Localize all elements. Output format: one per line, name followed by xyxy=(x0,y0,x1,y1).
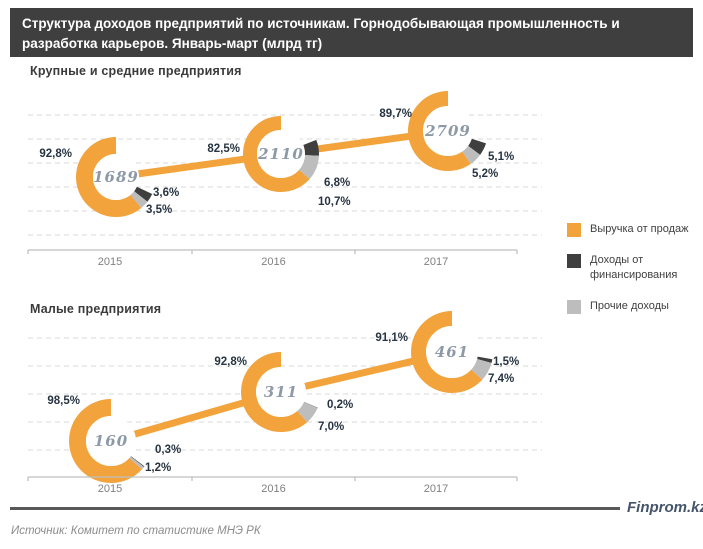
axis-label-2016: 2016 xyxy=(261,483,285,495)
donut-total-2017: 2709 xyxy=(424,122,471,140)
chart-heading: Крупные и средние предприятия xyxy=(30,64,242,78)
legend: Выручка от продаж Доходы от финансирован… xyxy=(567,222,701,314)
pct-finance-2015: 0,3% xyxy=(155,444,181,456)
legend-item-finance: Доходы от финансирования xyxy=(567,253,701,283)
pct-sales-2017: 91,1% xyxy=(375,332,408,344)
sales-swatch-icon xyxy=(567,223,581,237)
pct-other-2017: 7,4% xyxy=(488,373,514,385)
pct-other-2016: 10,7% xyxy=(318,196,351,208)
pct-other-2015: 1,2% xyxy=(145,462,171,474)
donut-segment-sales-2016 xyxy=(241,352,321,432)
legend-item-sales: Выручка от продаж xyxy=(567,222,701,237)
axis-label-2016: 2016 xyxy=(261,256,285,268)
pct-finance-2017: 5,1% xyxy=(488,151,514,163)
donut-total-2015: 1689 xyxy=(93,168,139,186)
pct-finance-2017: 1,5% xyxy=(493,356,519,368)
axis-label-2017: 2017 xyxy=(424,256,448,268)
donut-hole xyxy=(426,326,478,378)
legend-item-other: Прочие доходы xyxy=(567,299,701,314)
donut-segment-sales-2015 xyxy=(69,399,153,483)
footer-divider xyxy=(10,507,620,510)
pct-sales-2016: 92,8% xyxy=(214,356,247,368)
donut-total-2015: 160 xyxy=(94,432,128,450)
chart-small-enterprises: Малые предприятия 160 98,5% 0,3% 1,2% 311 92,… xyxy=(10,300,570,505)
pct-sales-2015: 98,5% xyxy=(47,395,80,407)
axis-label-2015: 2015 xyxy=(98,256,122,268)
chart-heading: Малые предприятия xyxy=(30,302,162,316)
donut-trend-chart-large: 1689 92,8% 3,6% 3,5% 2110 82,5% 6,8% 10,7% 2709 8… xyxy=(27,91,542,268)
pct-finance-2016: 0,2% xyxy=(327,399,353,411)
legend-label: Выручка от продаж xyxy=(590,223,689,235)
donut-total-2016: 311 xyxy=(264,383,298,401)
donut-segment-sales-2017 xyxy=(408,91,488,171)
donut-hole xyxy=(257,130,305,178)
finance-swatch-icon xyxy=(567,254,581,268)
other-swatch-icon xyxy=(567,300,581,314)
axis-label-2015: 2015 xyxy=(98,483,122,495)
pct-finance-2016: 6,8% xyxy=(324,177,350,189)
donut-total-2017: 461 xyxy=(435,343,469,361)
legend-label: Доходы от финансирования xyxy=(590,254,678,281)
page-title: Структура доходов предприятий по источни… xyxy=(10,8,693,57)
donut-segment-sales-2016 xyxy=(243,116,319,192)
donut-segment-finance-2016 xyxy=(243,116,319,192)
donut-segment-sales-2017 xyxy=(411,311,493,393)
donut-hole xyxy=(256,367,306,417)
donut-hole xyxy=(423,106,473,156)
chart-large-medium-enterprises: Крупные и средние предприятия 1689 92,8% 3… xyxy=(10,62,570,277)
donut-hole xyxy=(86,416,136,466)
legend-label: Прочие доходы xyxy=(590,300,669,312)
pct-other-2017: 5,2% xyxy=(472,168,498,180)
pct-sales-2016: 82,5% xyxy=(207,143,240,155)
pct-sales-2015: 92,8% xyxy=(39,148,72,160)
brand-logo: Finprom.kz xyxy=(627,499,703,516)
donut-trend-chart-small: 160 98,5% 0,3% 1,2% 311 92,8% 0,2% 7,0% 461 91,1%… xyxy=(27,311,542,495)
donut-hole xyxy=(93,154,139,200)
donut-segment-sales-2015 xyxy=(76,137,156,217)
pct-other-2015: 3,5% xyxy=(146,204,172,216)
pct-other-2016: 7,0% xyxy=(318,421,344,433)
axis-label-2017: 2017 xyxy=(424,483,448,495)
pct-sales-2017: 89,7% xyxy=(379,108,412,120)
source-note: Источник: Комитет по статистике МНЭ РК xyxy=(11,525,261,537)
donut-total-2016: 2110 xyxy=(257,145,304,163)
pct-finance-2015: 3,6% xyxy=(153,187,179,199)
